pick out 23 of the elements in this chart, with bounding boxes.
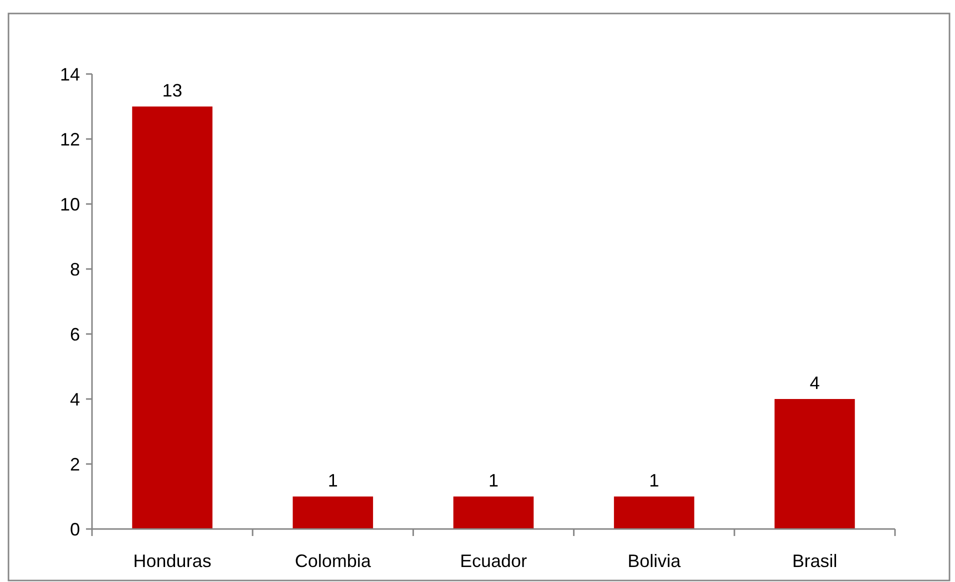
y-tick-label: 4 (70, 389, 80, 410)
y-tick-label: 6 (70, 324, 80, 344)
data-label: 13 (162, 80, 182, 100)
y-tick-label: 14 (60, 64, 80, 84)
data-label: 4 (810, 373, 820, 393)
x-tick-label: Brasil (792, 551, 838, 571)
bar (614, 496, 694, 529)
bar (774, 399, 855, 529)
y-tick-label: 10 (60, 194, 80, 214)
y-tick-label: 8 (70, 259, 80, 280)
y-tick-label: 12 (60, 129, 80, 150)
data-label: 1 (649, 470, 660, 490)
x-tick-label: Colombia (294, 551, 372, 571)
bar (453, 496, 534, 529)
data-label: 1 (488, 470, 499, 490)
x-tick-label: Ecuador (460, 551, 528, 571)
bar (132, 106, 212, 529)
bar (292, 496, 374, 529)
y-tick-label: 0 (70, 519, 80, 540)
y-tick-label: 2 (70, 454, 80, 474)
x-tick-label: Honduras (133, 551, 212, 571)
x-tick-label: Bolivia (628, 551, 682, 571)
data-label: 1 (328, 470, 338, 490)
